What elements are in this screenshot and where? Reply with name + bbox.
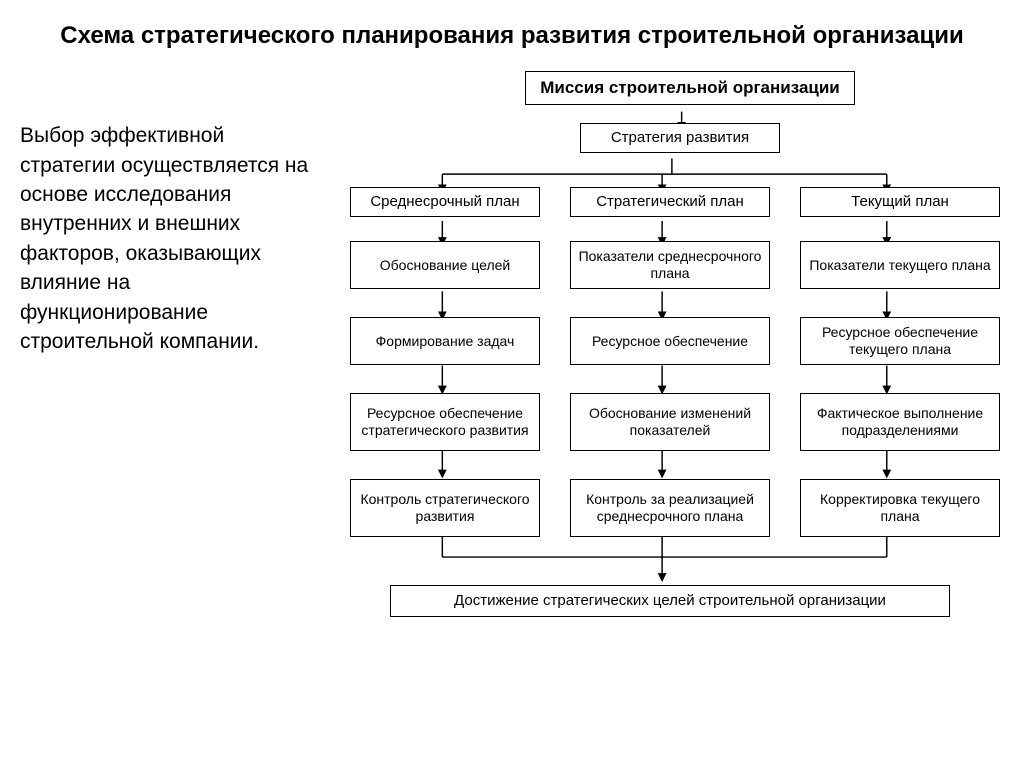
flowchart-diagram: Миссия строительной организации Стратегия… — [330, 71, 1004, 711]
node-mission: Миссия строительной организации — [525, 71, 855, 105]
node-c3r3: Фактическое выполнение подразделениями — [800, 393, 1000, 451]
node-goal: Достижение стратегических целей строител… — [390, 585, 950, 617]
node-c1r3: Ресурсное обеспечение стратегического ра… — [350, 393, 540, 451]
node-col3_h: Текущий план — [800, 187, 1000, 217]
node-c2r4: Контроль за реализацией среднесрочного п… — [570, 479, 770, 537]
node-c3r4: Корректировка текущего плана — [800, 479, 1000, 537]
node-strategy: Стратегия развития — [580, 123, 780, 153]
node-c1r2: Формирование задач — [350, 317, 540, 365]
page-title: Схема стратегического планирования разви… — [0, 0, 1024, 61]
content-area: Выбор эффективной стратегии осуществляет… — [0, 61, 1024, 711]
node-col2_h: Стратегический план — [570, 187, 770, 217]
sidebar-text: Выбор эффективной стратегии осуществляет… — [20, 71, 310, 711]
node-c3r1: Показатели текущего плана — [800, 241, 1000, 289]
node-c3r2: Ресурсное обеспечение текущего плана — [800, 317, 1000, 365]
node-c2r1: Показатели среднесрочного плана — [570, 241, 770, 289]
node-c1r1: Обоснование целей — [350, 241, 540, 289]
node-c2r2: Ресурсное обеспечение — [570, 317, 770, 365]
node-col1_h: Среднесрочный план — [350, 187, 540, 217]
node-c1r4: Контроль стратегического развития — [350, 479, 540, 537]
node-c2r3: Обоснование изменений показателей — [570, 393, 770, 451]
